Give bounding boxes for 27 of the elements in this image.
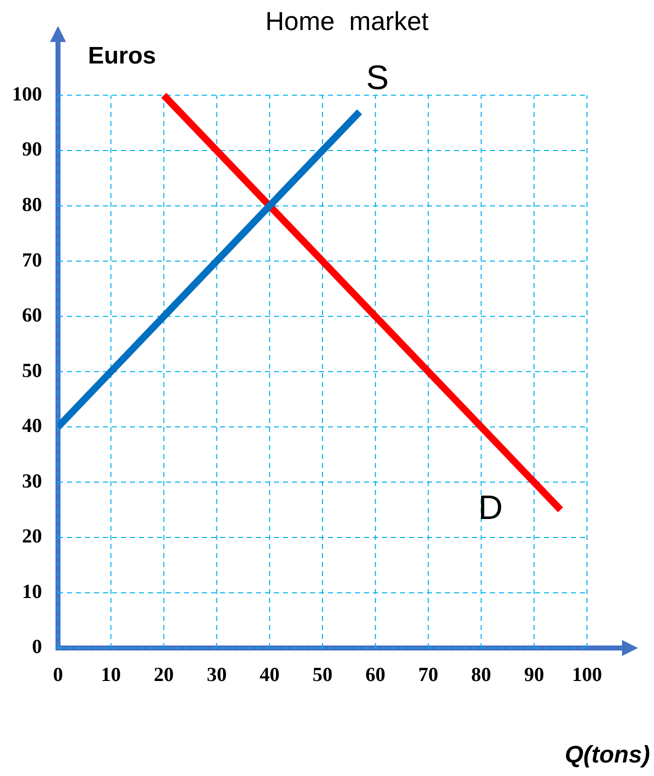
series-label: S bbox=[366, 59, 389, 98]
x-tick-label: 100 bbox=[572, 664, 602, 686]
x-axis-title: Q(tons) bbox=[564, 742, 650, 769]
y-tick-label: 30 bbox=[22, 470, 42, 492]
x-tick-label: 0 bbox=[53, 664, 63, 686]
x-tick-label: 90 bbox=[524, 664, 544, 686]
x-tick-label: 80 bbox=[471, 664, 492, 686]
y-tick-label: 100 bbox=[12, 83, 42, 106]
x-tick-label: 60 bbox=[365, 664, 386, 686]
y-tick-label: 60 bbox=[22, 304, 42, 327]
y-axis-title: Euros bbox=[88, 42, 156, 70]
x-tick-label: 10 bbox=[100, 664, 121, 686]
y-tick-label: 90 bbox=[22, 138, 42, 161]
x-tick-label: 40 bbox=[260, 664, 280, 686]
x-tick-label: 20 bbox=[154, 664, 174, 686]
chart-title: Home market bbox=[265, 6, 430, 36]
series-label: D bbox=[478, 489, 503, 528]
y-tick-label: 0 bbox=[32, 636, 42, 658]
y-tick-label: 20 bbox=[22, 526, 42, 548]
y-tick-label: 70 bbox=[22, 249, 42, 272]
y-tick-label: 80 bbox=[22, 194, 42, 216]
y-tick-label: 40 bbox=[22, 415, 42, 438]
x-tick-label: 30 bbox=[206, 664, 227, 686]
x-tick-label: 50 bbox=[312, 664, 332, 686]
y-tick-label: 50 bbox=[22, 360, 42, 382]
y-tick-label: 10 bbox=[22, 580, 42, 603]
x-tick-label: 70 bbox=[418, 664, 438, 686]
